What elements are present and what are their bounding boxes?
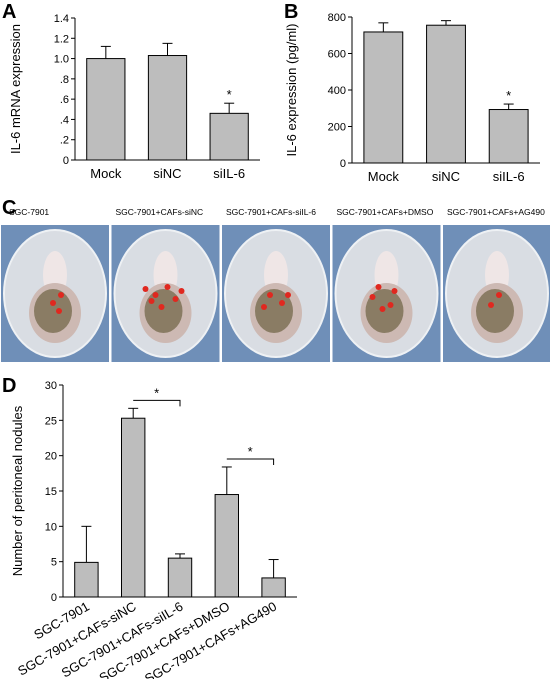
chart-a-bar-siil-6 — [209, 112, 249, 161]
abdominal-cavity — [34, 289, 72, 333]
chart-d: 0 5 10 15 20 25 30 Number of peritoneal nodules… — [10, 380, 297, 679]
chart-d-bar-sgc-7901-cafs-sinc — [121, 417, 146, 598]
chart-b-category-label: siIL-6 — [493, 169, 525, 184]
photo-label-sgc-7901: SGC-7901 — [9, 207, 49, 217]
nodule-marker — [56, 308, 62, 314]
chart-a-y-tick-label: 1.2 — [54, 33, 69, 45]
chart-a-bar-mock — [86, 58, 126, 161]
nodule-marker — [142, 286, 149, 292]
chart-a-significance-star: * — [227, 87, 232, 102]
nodule-marker — [375, 284, 382, 290]
chart-a-y-tick-label: .2 — [60, 135, 69, 147]
chart-b-y-tick-label: 600 — [328, 49, 346, 61]
chart-d-y-tick-label: 30 — [45, 380, 57, 392]
nodule-marker — [261, 304, 267, 310]
nodule-marker — [178, 288, 185, 294]
chart-a-y-tick-label: 1.0 — [54, 54, 69, 66]
chart-d-comparison-star: * — [248, 444, 253, 459]
photo-label-sgc-7901-cafs-sinc: SGC-7901+CAFs-siNC — [116, 207, 204, 217]
chart-b-y-tick-label: 200 — [328, 122, 346, 134]
chart-a-y-tick-label: .4 — [60, 114, 69, 126]
abdominal-cavity — [476, 289, 514, 333]
chart-b-bar-siil-6 — [488, 109, 529, 164]
nodule-marker — [279, 300, 285, 306]
chart-d-y-tick-label: 0 — [51, 592, 57, 604]
nodule-marker — [379, 306, 386, 312]
photo-strip: SGC-7901 SGC-7901+CAFs-siNC SGC-7901+CAFs-… — [1, 207, 550, 362]
panel-letter-c: C — [2, 197, 16, 219]
chart-d-comparison-star: * — [154, 385, 159, 400]
nodule-marker — [285, 292, 291, 298]
chart-d-bar-sgc-7901-cafs-dmso — [214, 494, 240, 598]
chart-a-category-label: siIL-6 — [213, 166, 245, 181]
chart-a-category-label: siNC — [153, 166, 181, 181]
chart-a-bar-sinc — [147, 55, 188, 161]
abdominal-cavity — [144, 289, 183, 333]
chart-d-y-tick-label: 20 — [45, 451, 57, 463]
chart-a-y-tick-label: .8 — [60, 74, 69, 86]
chart-d-y-tick-label: 15 — [45, 486, 57, 498]
chart-d-bar-sgc-7901-cafs-siil-6 — [167, 557, 193, 598]
chart-a-y-tick-label: .6 — [60, 94, 69, 106]
nodule-marker — [391, 288, 398, 294]
nodule-marker — [172, 296, 179, 302]
panel-letter-d: D — [2, 375, 16, 397]
chart-d-y-axis-label: Number of peritoneal nodules — [10, 405, 25, 576]
chart-a: 0 .2 .4 .6 .8 1.0 1.2 1.4 IL-6 mRNA expression Mo… — [8, 13, 260, 181]
nodule-marker — [50, 300, 56, 306]
chart-b-y-axis-label: IL-6 expression (pg/ml) — [284, 24, 299, 157]
chart-d-y-tick-label: 10 — [45, 521, 57, 533]
nodule-marker — [164, 284, 171, 290]
nodule-marker — [158, 304, 165, 310]
chart-d-y-tick-label: 5 — [51, 557, 57, 569]
panel-letter-b: B — [284, 1, 298, 23]
chart-b-y-tick-label: 800 — [328, 12, 346, 24]
chart-b-category-label: siNC — [432, 169, 460, 184]
chart-d-comparison-bracket — [226, 458, 275, 465]
photo-label-sgc-7901-cafs-ag490: SGC-7901+CAFs+AG490 — [447, 207, 545, 217]
abdominal-cavity — [255, 289, 293, 333]
chart-a-y-tick-label: 1.4 — [54, 13, 69, 25]
nodule-marker — [369, 294, 376, 300]
chart-b-bar-sinc — [426, 24, 466, 164]
chart-b-y-tick-label: 400 — [328, 85, 346, 97]
chart-a-y-tick-label: 0 — [63, 155, 69, 167]
nodule-marker — [496, 292, 502, 298]
nodule-marker — [58, 292, 64, 298]
chart-b-bar-mock — [363, 31, 404, 164]
nodule-marker — [152, 292, 159, 298]
chart-a-category-label: Mock — [90, 166, 122, 181]
chart-a-y-axis-label: IL-6 mRNA expression — [8, 24, 23, 154]
nodule-marker — [488, 302, 494, 308]
nodule-marker — [267, 292, 273, 298]
chart-d-y-tick-label: 25 — [45, 415, 57, 427]
chart-d-bar-sgc-7901-cafs-ag490 — [261, 577, 286, 598]
nodule-marker — [148, 298, 155, 304]
photo-label-sgc-7901-cafs-dmso: SGC-7901+CAFs+DMSO — [337, 207, 434, 217]
chart-b-category-label: Mock — [368, 169, 400, 184]
chart-b-y-tick-label: 0 — [340, 158, 346, 170]
chart-d-bar-sgc-7901 — [74, 561, 99, 598]
chart-b: 0 200 400 600 800 IL-6 expression (pg/ml) Mock… — [284, 12, 540, 184]
panel-letter-a: A — [2, 1, 16, 23]
nodule-marker — [387, 302, 394, 308]
photo-label-sgc-7901-cafs-siil-6: SGC-7901+CAFs-siIL-6 — [226, 207, 316, 217]
chart-d-comparison-bracket — [133, 399, 181, 407]
chart-b-significance-star: * — [506, 88, 511, 103]
